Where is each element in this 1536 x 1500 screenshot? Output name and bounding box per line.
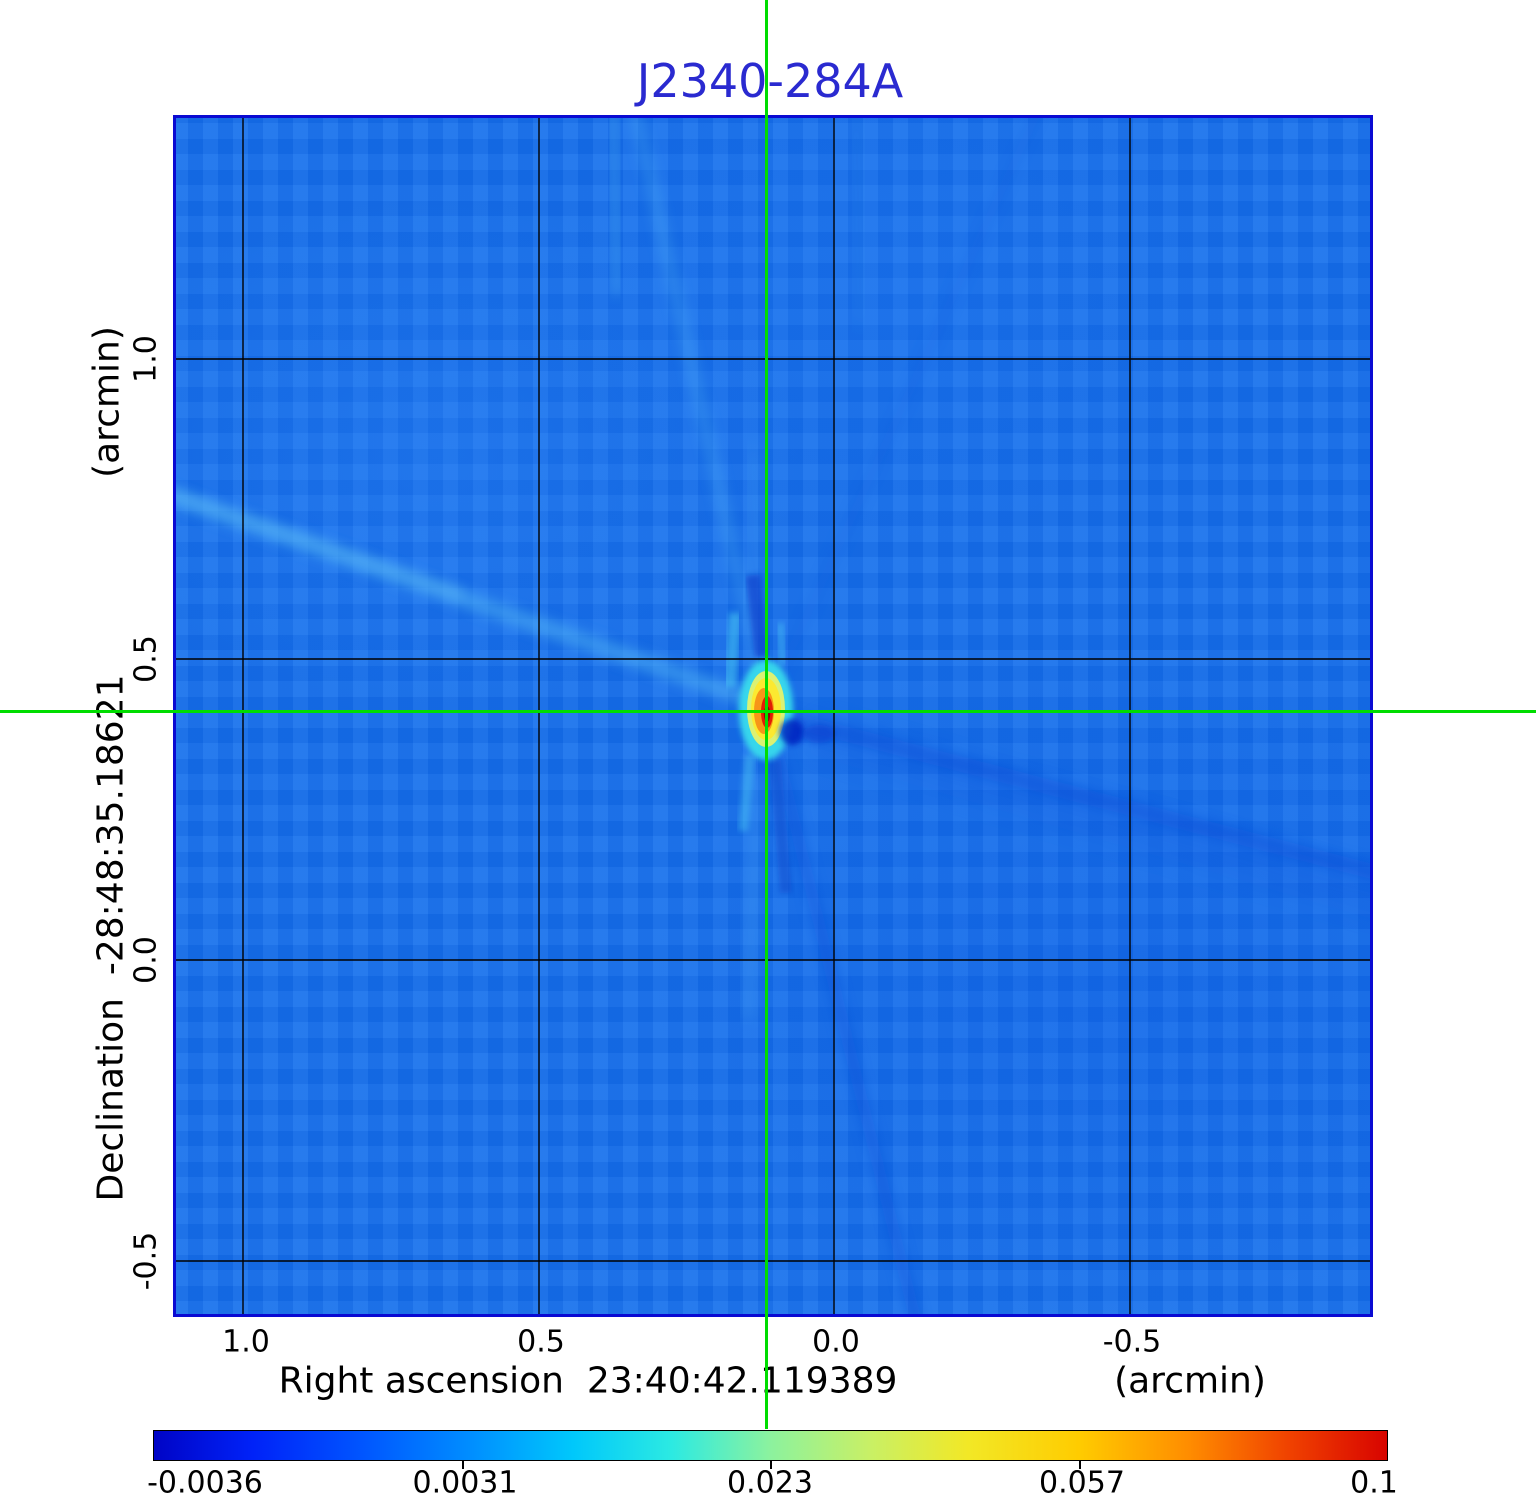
y-tick-label--0.5: -0.5 xyxy=(128,1231,164,1291)
plot-title: J2340-284A xyxy=(636,54,904,108)
x-axis-label: Right ascension 23:40:42.119389 xyxy=(278,1360,898,1402)
colorbar-label-min: -0.0036 xyxy=(147,1465,263,1500)
colorbar-tick-2 xyxy=(770,1461,772,1469)
negative-bowl-patches xyxy=(724,574,792,894)
y-tick-label-0.5: 0.5 xyxy=(128,635,164,683)
colorbar-label-1: 0.0031 xyxy=(412,1465,518,1500)
y-axis-label: Declination -28:48:35.18621 xyxy=(90,674,132,1202)
x-tick-label--0.5: -0.5 xyxy=(1102,1324,1162,1360)
sky-image-canvas[interactable] xyxy=(173,115,1373,1317)
y-axis-unit-label: (arcmin) xyxy=(86,326,128,478)
colorbar-label-mid: 0.023 xyxy=(727,1465,813,1500)
colorbar-tick-3 xyxy=(1079,1461,1081,1469)
y-tick-label-1.0: 1.0 xyxy=(128,335,164,383)
heatmap-svg xyxy=(173,115,1373,1317)
y-tick-label-0.0: 0.0 xyxy=(128,936,164,984)
colorbar-label-max: 0.1 xyxy=(1350,1465,1398,1500)
colorbar-label-3: 0.057 xyxy=(1039,1465,1125,1500)
x-tick-label-1.0: 1.0 xyxy=(222,1324,270,1360)
colorbar-tick-1 xyxy=(462,1461,464,1469)
x-tick-label-0.0: 0.0 xyxy=(812,1324,860,1360)
colorbar-gradient xyxy=(153,1430,1388,1461)
x-axis-unit-label: (arcmin) xyxy=(1114,1360,1266,1402)
sidelobe-streaks xyxy=(173,115,1373,1317)
grid-lines xyxy=(173,115,1373,1317)
x-tick-label-0.5: 0.5 xyxy=(517,1324,565,1360)
